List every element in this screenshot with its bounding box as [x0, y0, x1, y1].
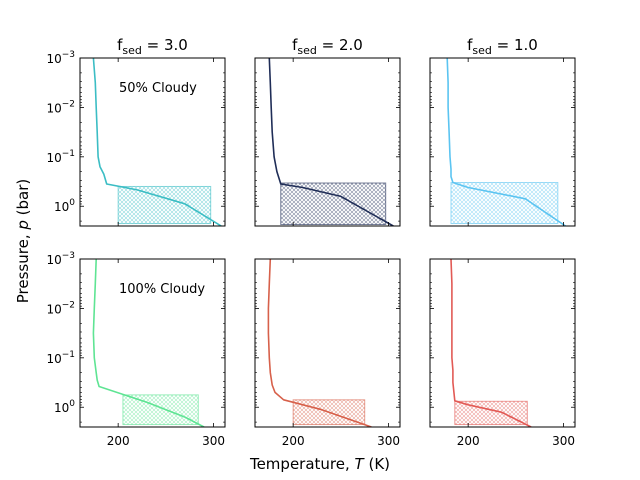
title-subscript: sed — [297, 44, 316, 57]
panel-top-right: fsed = 1.0 — [429, 36, 576, 227]
y-tick-base: 10 — [46, 352, 61, 366]
panel-bottom-right: 200 300 — [429, 258, 576, 448]
x-tick-label: 300 — [552, 434, 575, 448]
title-base: f — [117, 36, 123, 54]
x-tick-label: 200 — [282, 434, 305, 448]
panel-title: fsed = 3.0 — [117, 36, 188, 57]
title-subscript: sed — [472, 44, 491, 57]
panel-top-middle: fsed = 2.0 — [254, 36, 401, 227]
y-tick-label: 10−2 — [46, 300, 75, 316]
cloud-annotation: 100% Cloudy — [119, 282, 205, 297]
y-tick-label: 10−3 — [46, 50, 75, 66]
panel-title: fsed = 1.0 — [467, 36, 538, 57]
title-value: = 3.0 — [142, 36, 188, 54]
y-tick-base: 10 — [46, 101, 61, 115]
y-tick-label: 100 — [54, 198, 75, 214]
y-tick-label: 10−2 — [46, 99, 75, 115]
y-tick-label: 10−1 — [46, 149, 75, 165]
y-tick-base: 10 — [46, 253, 61, 267]
series-line — [267, 259, 372, 427]
x-tick-label: 300 — [377, 434, 400, 448]
x-tick-label: 300 — [202, 434, 225, 448]
title-base: f — [467, 36, 473, 54]
y-tick-base: 10 — [54, 200, 69, 214]
y-tick-label: 10−1 — [46, 350, 75, 366]
x-tick-label: 200 — [457, 434, 480, 448]
title-subscript: sed — [122, 44, 141, 57]
series-line — [268, 58, 394, 226]
y-tick-exponent: −1 — [62, 350, 75, 360]
y-tick-exponent: 0 — [69, 198, 75, 208]
cloud-annotation: 50% Cloudy — [119, 81, 197, 96]
y-tick-exponent: 0 — [69, 399, 75, 409]
title-base: f — [292, 36, 298, 54]
y-tick-exponent: −2 — [62, 99, 75, 109]
panel-bottom-middle: 200 300 — [254, 258, 401, 448]
y-tick-base: 10 — [46, 52, 61, 66]
y-tick-exponent: −1 — [62, 149, 75, 159]
cloud-box — [280, 182, 387, 226]
series-line — [446, 58, 566, 226]
series-line — [92, 259, 205, 427]
y-tick-exponent: −3 — [62, 50, 75, 60]
y-tick-label: 10−3 — [46, 251, 75, 267]
y-axis-label: Pressure, p (bar) — [14, 179, 32, 303]
title-value: = 1.0 — [492, 36, 538, 54]
x-tick-label: 200 — [107, 434, 130, 448]
x-axis-label: Temperature, T (K) — [249, 455, 390, 473]
y-tick-exponent: −2 — [62, 300, 75, 310]
title-value: = 2.0 — [317, 36, 363, 54]
y-tick-label: 100 — [54, 399, 75, 415]
series-line — [92, 58, 222, 226]
series-line — [450, 259, 532, 427]
y-tick-exponent: −3 — [62, 251, 75, 261]
y-tick-base: 10 — [54, 401, 69, 415]
cloud-box — [450, 182, 559, 225]
cloud-box — [117, 185, 212, 225]
y-tick-base: 10 — [46, 151, 61, 165]
cloud-box — [122, 394, 199, 426]
panel-title: fsed = 2.0 — [292, 36, 363, 57]
cloud-box — [454, 400, 528, 426]
y-tick-base: 10 — [46, 302, 61, 316]
